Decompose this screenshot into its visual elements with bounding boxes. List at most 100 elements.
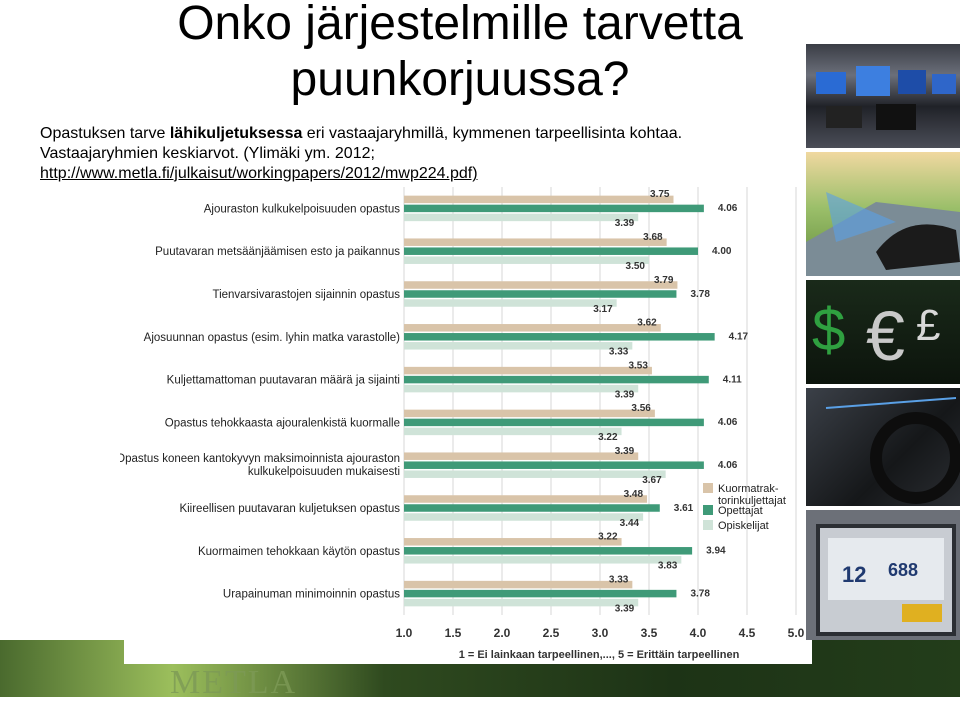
bar [404, 366, 652, 375]
bar [404, 204, 704, 213]
category-label: Ajouraston kulkukelpoisuuden opastus [204, 203, 401, 215]
bar [404, 333, 715, 341]
bar [404, 324, 661, 332]
data-label: 3.39 [615, 389, 635, 400]
data-label: 3.22 [598, 432, 618, 443]
category-label: Kuormaimen tehokkaan käytön opastus [198, 546, 400, 558]
x-tick-label: 3.0 [592, 626, 609, 640]
title-line-1: Onko järjestelmille tarvetta [177, 0, 743, 50]
bar [404, 452, 639, 460]
category-labels: Ajouraston kulkukelpoisuuden opastus Puut… [120, 203, 400, 600]
bar [404, 589, 677, 598]
category-label: Urapainuman minimoinnin opastus [223, 589, 400, 601]
category-label: Opastus koneen kantokyvyn maksimoinnista… [120, 453, 400, 465]
data-label: 4.06 [718, 460, 738, 471]
category-label: kulkukelpoisuuden mukaisesti [248, 466, 400, 478]
category-label: Kiireellisen puutavaran kuljetuksen opas… [179, 503, 400, 515]
data-label: 3.56 [631, 403, 651, 414]
bar [404, 256, 649, 264]
x-tick-label: 3.5 [641, 626, 658, 640]
data-label: 3.33 [609, 574, 629, 585]
legend-swatch [703, 520, 713, 530]
x-tick-label: 1.5 [445, 626, 462, 640]
forestry-display-icon: 12 688 [816, 524, 956, 636]
bar [404, 375, 709, 384]
category-label: Tienvarsivarastojen sijainnin opastus [212, 289, 400, 301]
legend-label: Kuormatrak- [718, 483, 779, 495]
data-label: 3.17 [593, 304, 613, 315]
bar [404, 598, 639, 607]
x-tick-label: 2.0 [494, 626, 511, 640]
steering-wheel-icon [825, 397, 960, 504]
data-label: 4.00 [712, 246, 732, 257]
currency-photo: $ € £ [806, 280, 960, 384]
legend-swatch [703, 505, 713, 515]
legend-label: torinkuljettajat [718, 495, 786, 507]
steering-wheel-photo [806, 388, 960, 506]
subtitle-line-2: Vastaajaryhmien keskiarvot. (Ylimäki ym.… [40, 145, 375, 162]
data-label: 3.75 [650, 189, 670, 200]
source-link[interactable]: http://www.metla.fi/julkaisut/workingpap… [40, 165, 478, 182]
slide-subtitle: Opastuksen tarve lähikuljetuksessa eri v… [40, 124, 800, 184]
subtitle-bold: lähikuljetuksessa [169, 125, 303, 142]
svg-text:12: 12 [842, 562, 866, 587]
bar [404, 195, 674, 204]
metla-logo: METLA [170, 664, 298, 701]
data-label: 4.06 [718, 203, 738, 214]
legend-label: Opettajat [718, 505, 763, 517]
data-label: 4.17 [729, 332, 749, 343]
bar [404, 299, 617, 307]
data-label: 3.44 [620, 518, 640, 529]
bar-series: 3.75 4.06 3.39 3.68 4.00 3.50 3.79 3.78 3.17 3.62… [404, 189, 749, 614]
data-label: 3.78 [690, 588, 710, 599]
bar [404, 547, 693, 555]
subtitle-text: Opastuksen tarve [40, 125, 170, 142]
data-label: 3.94 [706, 546, 726, 557]
legend-swatch [703, 483, 713, 493]
bar [404, 470, 666, 478]
bar [404, 418, 704, 427]
x-axis-label: 1 = Ei lainkaan tarpeellinen,..., 5 = Er… [459, 649, 740, 661]
x-tick-label: 4.0 [690, 626, 707, 640]
bar [404, 461, 704, 469]
data-label: 3.67 [642, 475, 662, 486]
svg-text:688: 688 [888, 560, 918, 580]
svg-text:$: $ [812, 296, 845, 363]
dashboard-screens-icon [816, 66, 956, 130]
bar [404, 504, 660, 512]
currency-icon: $ € £ [812, 296, 940, 375]
x-tick-label: 5.0 [788, 626, 805, 640]
bar [404, 281, 678, 289]
bar [404, 213, 639, 222]
bar [404, 409, 655, 418]
bar [404, 580, 633, 589]
data-label: 3.83 [658, 561, 678, 572]
bar [404, 290, 677, 298]
data-label: 3.39 [615, 446, 635, 457]
svg-text:£: £ [916, 301, 940, 350]
svg-text:€: € [866, 297, 905, 375]
category-label: Kuljettamattoman puutavaran määrä ja sij… [167, 375, 400, 387]
subtitle-text-end: eri vastaajaryhmillä, kymmenen tarpeelli… [302, 125, 683, 142]
data-label: 3.79 [654, 275, 674, 286]
data-label: 4.06 [718, 417, 738, 428]
car-radar-photo [806, 152, 960, 276]
slide-title: Onko järjestelmille tarvetta puunkorjuus… [0, 0, 920, 108]
data-label: 3.22 [598, 532, 618, 543]
category-label: Puutavaran metsäänjäämisen esto ja paika… [155, 246, 400, 258]
data-label: 3.68 [643, 232, 663, 243]
dashboard-photo [806, 44, 960, 148]
data-label: 3.62 [637, 318, 657, 329]
category-label: Opastus tehokkaasta ajouralenkistä kuorm… [165, 417, 400, 429]
bar [404, 384, 639, 393]
x-tick-labels: 1.0 1.5 2.0 2.5 3.0 3.5 4.0 4.5 5.0 [396, 626, 805, 640]
data-label: 3.78 [690, 289, 710, 300]
data-label: 3.33 [609, 347, 629, 358]
data-label: 3.53 [628, 360, 648, 371]
bar [404, 495, 648, 503]
footer-white-strip [124, 640, 812, 664]
bar [404, 342, 633, 350]
forestry-display-photo: 12 688 [806, 510, 960, 650]
bar [404, 247, 698, 255]
